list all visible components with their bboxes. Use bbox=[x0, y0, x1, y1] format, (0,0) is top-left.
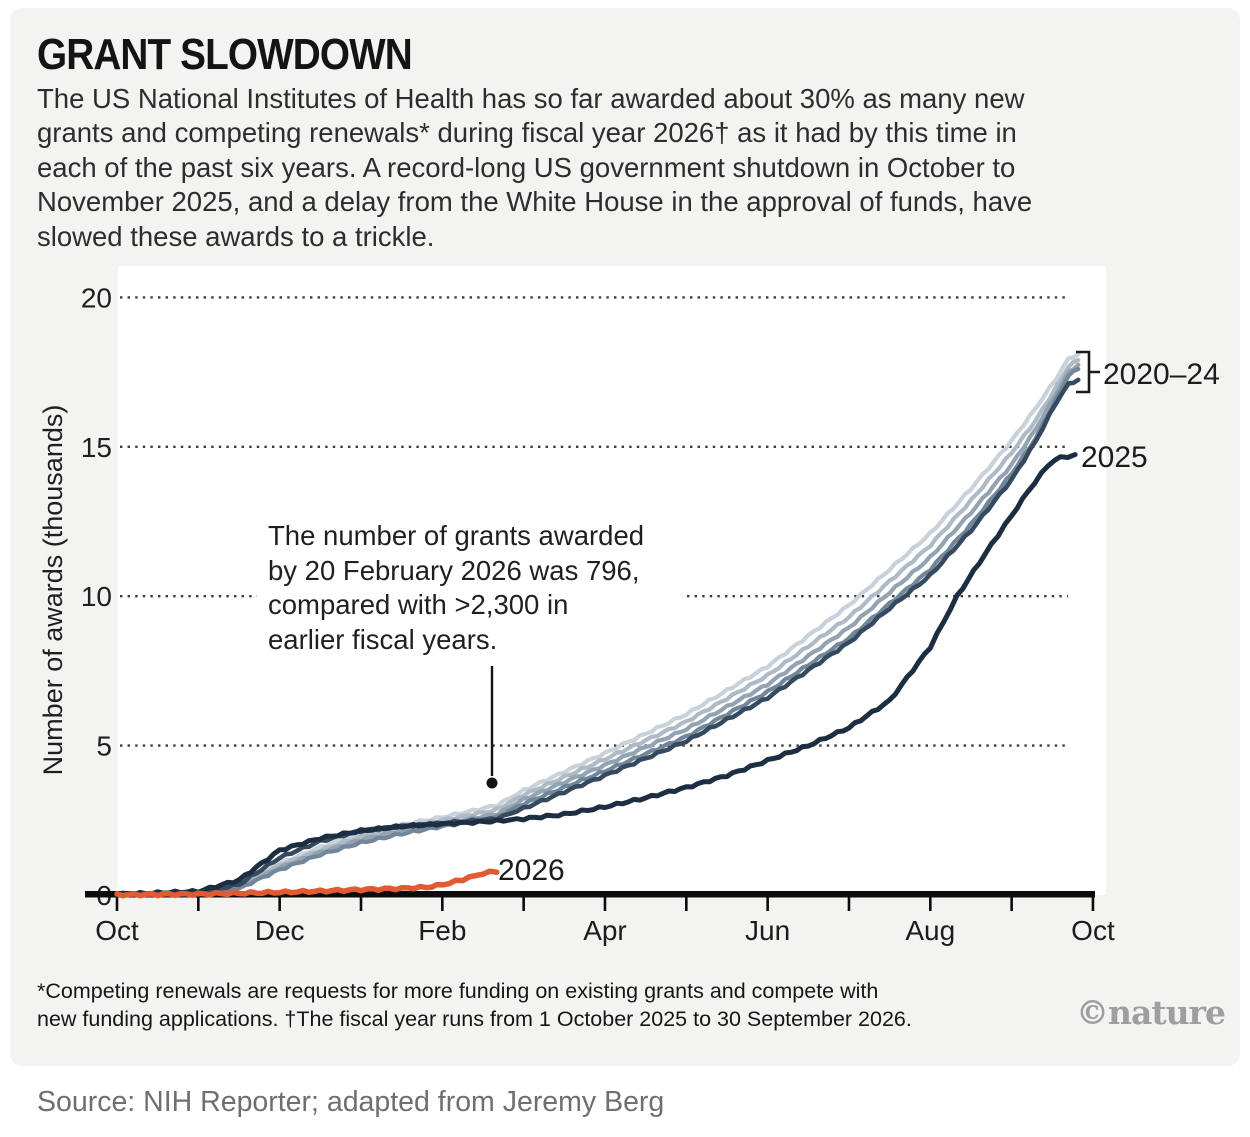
series-label-2020-24: 2020–24 bbox=[1103, 358, 1220, 391]
y-tick-label-5: 5 bbox=[96, 731, 112, 762]
x-tick-label: Oct bbox=[95, 915, 139, 946]
x-tick-label: Jun bbox=[745, 915, 790, 946]
x-tick-label: Aug bbox=[905, 915, 955, 946]
figure-title: GRANT SLOWDOWN bbox=[37, 30, 413, 79]
series-line-fy2023 bbox=[114, 366, 1081, 898]
y-tick-label-20: 20 bbox=[81, 282, 112, 313]
y-tick-label-10: 10 bbox=[81, 581, 112, 612]
series-line-fy2021 bbox=[114, 358, 1081, 898]
plot-area bbox=[118, 266, 1106, 895]
x-tick-label: Oct bbox=[1071, 915, 1115, 946]
x-tick-label: Apr bbox=[583, 915, 627, 946]
nature-logo: ©nature bbox=[1076, 993, 1226, 1032]
figure-description: The US National Institutes of Health has… bbox=[37, 83, 1033, 252]
y-tick-label-15: 15 bbox=[81, 432, 112, 463]
series-label-2025: 2025 bbox=[1081, 441, 1148, 474]
series-line-fy2026 bbox=[114, 868, 500, 899]
x-tick-label: Dec bbox=[255, 915, 305, 946]
x-axis-line bbox=[85, 891, 1095, 898]
series-label-2026: 2026 bbox=[498, 854, 565, 887]
source-line: Source: NIH Reporter; adapted from Jerem… bbox=[37, 1086, 665, 1118]
series-line-fy2024 bbox=[114, 377, 1081, 898]
annotation-pointer-dot bbox=[486, 777, 498, 789]
footnote: *Competing renewals are requests for mor… bbox=[37, 979, 912, 1031]
series-line-fy2025 bbox=[114, 452, 1078, 898]
y-axis-title: Number of awards (thousands) bbox=[38, 405, 68, 776]
group-bracket-2020-24 bbox=[1076, 350, 1100, 394]
x-tick-label: Feb bbox=[418, 915, 466, 946]
chart-annotation: The number of grants awarded by 20 Febru… bbox=[268, 520, 645, 655]
line-chart: 05101520Number of awards (thousands)OctD… bbox=[38, 266, 1115, 946]
